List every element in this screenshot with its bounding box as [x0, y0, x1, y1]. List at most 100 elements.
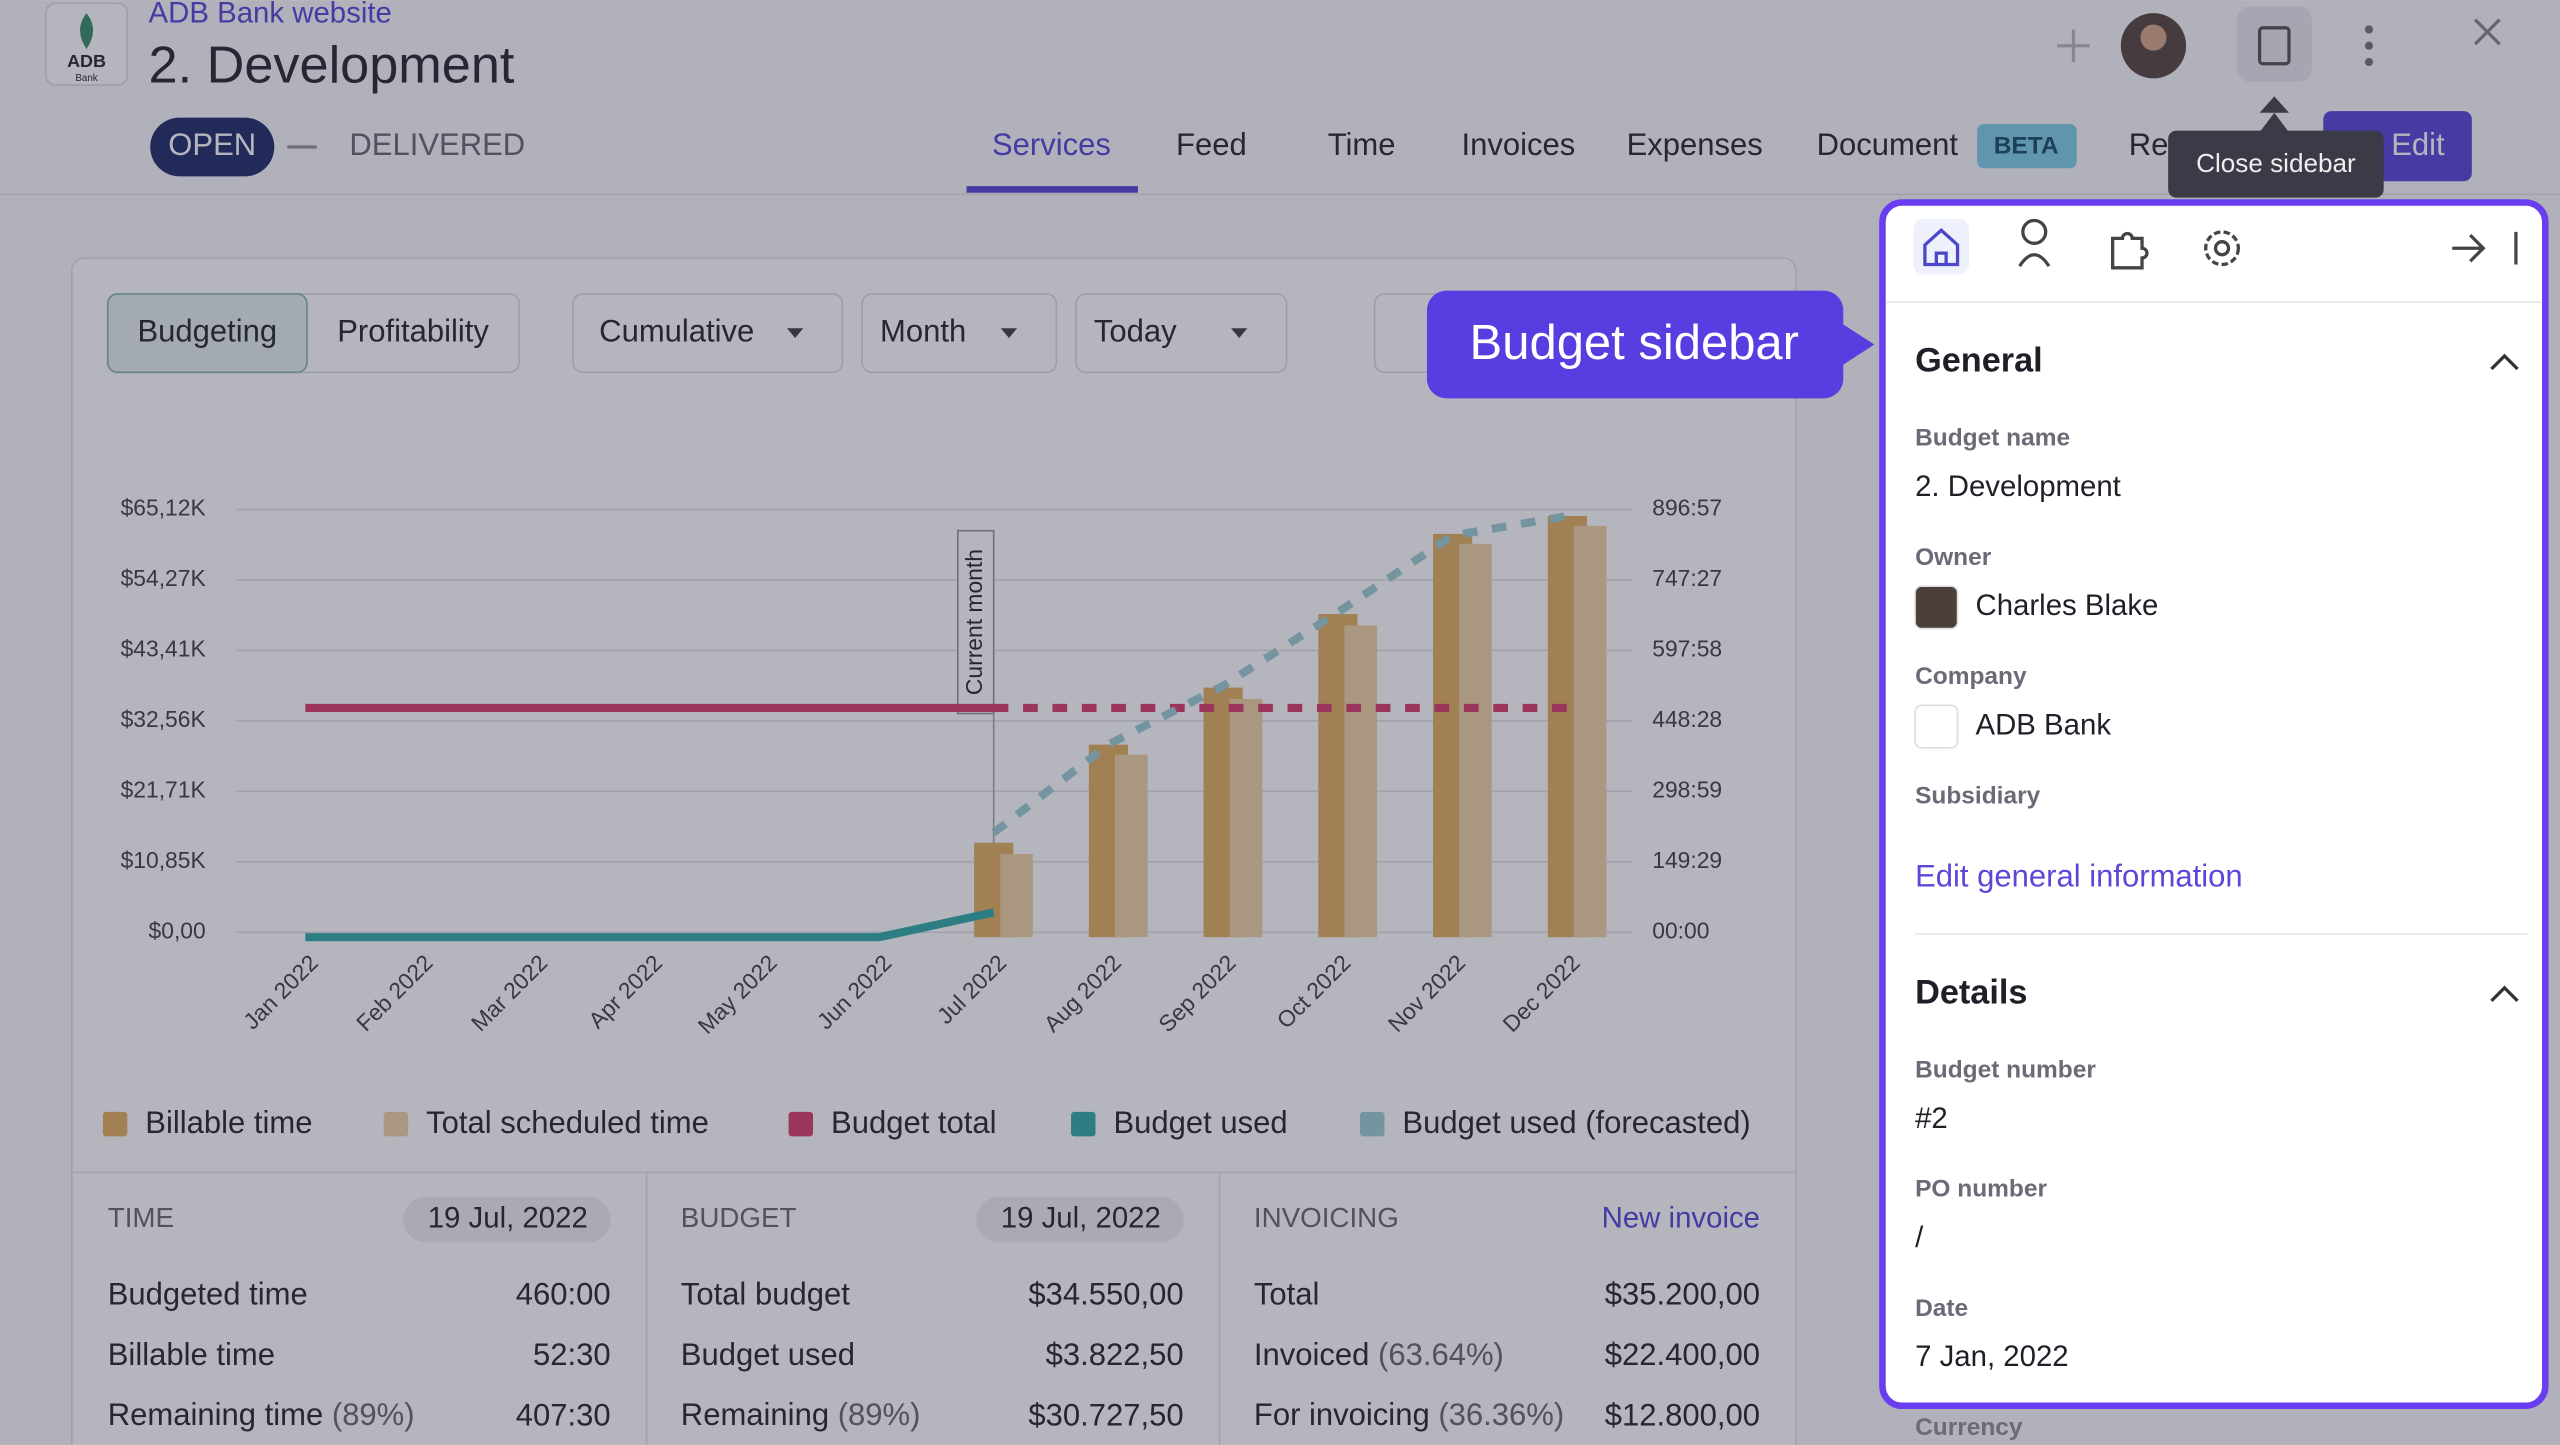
summary-value: $35.200,00 [1605, 1277, 1760, 1312]
row-label: Budgeted time [108, 1277, 308, 1312]
summary-label: Remaining (89%) [681, 1397, 921, 1432]
row-label: Billable time [108, 1337, 275, 1372]
y-tick-label: $0,00 [149, 917, 206, 943]
date-pill [976, 1196, 1184, 1243]
legend-swatch [1360, 1111, 1385, 1137]
summary-value: 52:30 [533, 1337, 611, 1372]
dropdown[interactable] [572, 293, 844, 374]
y-tick-label: $10,85K [121, 847, 206, 873]
dropdown-text[interactable]: Today [1094, 313, 1177, 348]
legend-swatch [102, 1111, 128, 1137]
edit-link[interactable]: Edit general information [1915, 859, 2243, 894]
annotation-box [956, 529, 995, 715]
y-tick-label: $43,41K [121, 635, 206, 661]
tooltip [2168, 130, 2384, 198]
tooltip-arrow [2259, 112, 2289, 133]
field-value: #2 [1915, 1102, 1948, 1135]
status-pill[interactable] [150, 117, 275, 177]
summary-value: $22.400,00 [1605, 1337, 1760, 1372]
row-label: Remaining time [108, 1397, 323, 1432]
summary-date: 19 Jul, 2022 [428, 1201, 588, 1234]
view-button[interactable]: Budgeting [137, 313, 277, 348]
field-label: Date [1915, 1295, 1968, 1322]
view-selected[interactable] [106, 293, 308, 374]
summary-date: 19 Jul, 2022 [1001, 1201, 1161, 1234]
summary-label: Remaining time (89%) [108, 1397, 415, 1432]
y-tick-label: $54,27K [121, 565, 206, 591]
dropdown[interactable] [861, 293, 1058, 374]
tabs: Services Feed Time Invoices Expenses Document… [992, 127, 2168, 162]
legend-label: Budget used (forecasted) [1402, 1105, 1750, 1140]
tab-selected[interactable] [1913, 218, 1969, 275]
settings-icon-center [2213, 240, 2231, 257]
status-open[interactable]: OPEN [168, 127, 256, 162]
y2-tick-label: 747:27 [1652, 565, 1722, 591]
field-icon [1914, 704, 1959, 749]
caret [1231, 328, 1248, 339]
dropdown[interactable] [1075, 293, 1288, 374]
summary-value: 460:00 [516, 1277, 611, 1312]
row-percent: (89%) [838, 1397, 921, 1432]
settings-icon[interactable] [2204, 230, 2240, 267]
y-tick-label: $65,12K [121, 494, 206, 520]
doc-icon [2257, 26, 2291, 66]
plugin-icon[interactable] [2111, 231, 2149, 270]
summary-value: $12.800,00 [1605, 1397, 1760, 1432]
dropdown-text[interactable]: Cumulative [599, 313, 754, 348]
collapse-chevron[interactable] [2490, 353, 2519, 371]
summary-label: Budget used [681, 1337, 855, 1372]
collapse-icon[interactable] [2452, 231, 2518, 265]
y2-tick-label: 298:59 [1652, 776, 1722, 802]
tab[interactable]: Re [2129, 127, 2169, 162]
project-link[interactable]: ADB Bank website [149, 0, 392, 30]
legend-label: Budget total [831, 1105, 997, 1140]
tab[interactable]: Time [1328, 127, 1396, 162]
user-icon[interactable] [2018, 218, 2051, 268]
summary-value: 407:30 [516, 1397, 611, 1432]
field-label: Budget number [1915, 1057, 2096, 1084]
sidebar-body: General Budget name 2. Development Owner Cha… [1914, 342, 2528, 1441]
logo-icon [80, 13, 94, 50]
close-icon[interactable] [2473, 18, 2501, 46]
legend-label: Billable time [145, 1105, 312, 1140]
summary-title: INVOICING [1254, 1202, 1399, 1233]
y2-tick-label: 896:57 [1652, 494, 1722, 520]
more-icon[interactable] [2364, 25, 2374, 67]
tab[interactable]: Expenses [1627, 127, 1763, 162]
y2-tick-label: 149:29 [1652, 847, 1722, 873]
tab[interactable]: Invoices [1461, 127, 1575, 162]
new-invoice-link[interactable]: New invoice [1602, 1201, 1760, 1234]
caret [786, 328, 804, 339]
sidebar-panel [1879, 199, 2549, 1410]
status-delivered[interactable]: DELIVERED [349, 127, 525, 162]
tab[interactable]: Feed [1176, 127, 1247, 162]
summary-label: Invoiced (63.64%) [1254, 1337, 1504, 1372]
tooltip-text: Close sidebar [2196, 148, 2356, 178]
field-icon [1914, 585, 1959, 630]
row-percent: (89%) [332, 1397, 415, 1432]
header: ADB Bank ADB Bank website 2. Development… [0, 0, 2560, 196]
summary-label: Total [1254, 1277, 1320, 1312]
dropdown-text[interactable]: Month [880, 313, 966, 348]
view-button[interactable]: Profitability [337, 313, 489, 348]
section-title: Details [1915, 973, 2027, 1011]
y-tick-label: $21,71K [121, 776, 206, 802]
collapse-chevron[interactable] [2490, 985, 2519, 1003]
row-percent: (63.64%) [1378, 1337, 1504, 1372]
callout [1426, 290, 1844, 399]
bar [1344, 625, 1378, 938]
home-icon[interactable] [1923, 228, 1960, 267]
tab[interactable]: Document [1817, 127, 1959, 162]
line [305, 908, 995, 942]
y-tick-label: $32,56K [121, 706, 206, 732]
sidebar: General Budget name 2. Development Owner Cha… [1879, 199, 2549, 1441]
logo-sub: Bank [75, 73, 97, 84]
tab[interactable]: Services [992, 127, 1111, 162]
summary-title: BUDGET [681, 1202, 797, 1233]
row-percent: (36.36%) [1438, 1397, 1564, 1432]
sidebar-toggle[interactable] [2236, 6, 2312, 82]
summary: TIME 19 Jul, 2022 Budgeted time 460:00 Billa… [71, 1171, 1796, 1445]
add-icon[interactable] [2057, 29, 2090, 63]
edit-text[interactable]: Edit [2391, 127, 2445, 162]
bar [1459, 543, 1492, 938]
